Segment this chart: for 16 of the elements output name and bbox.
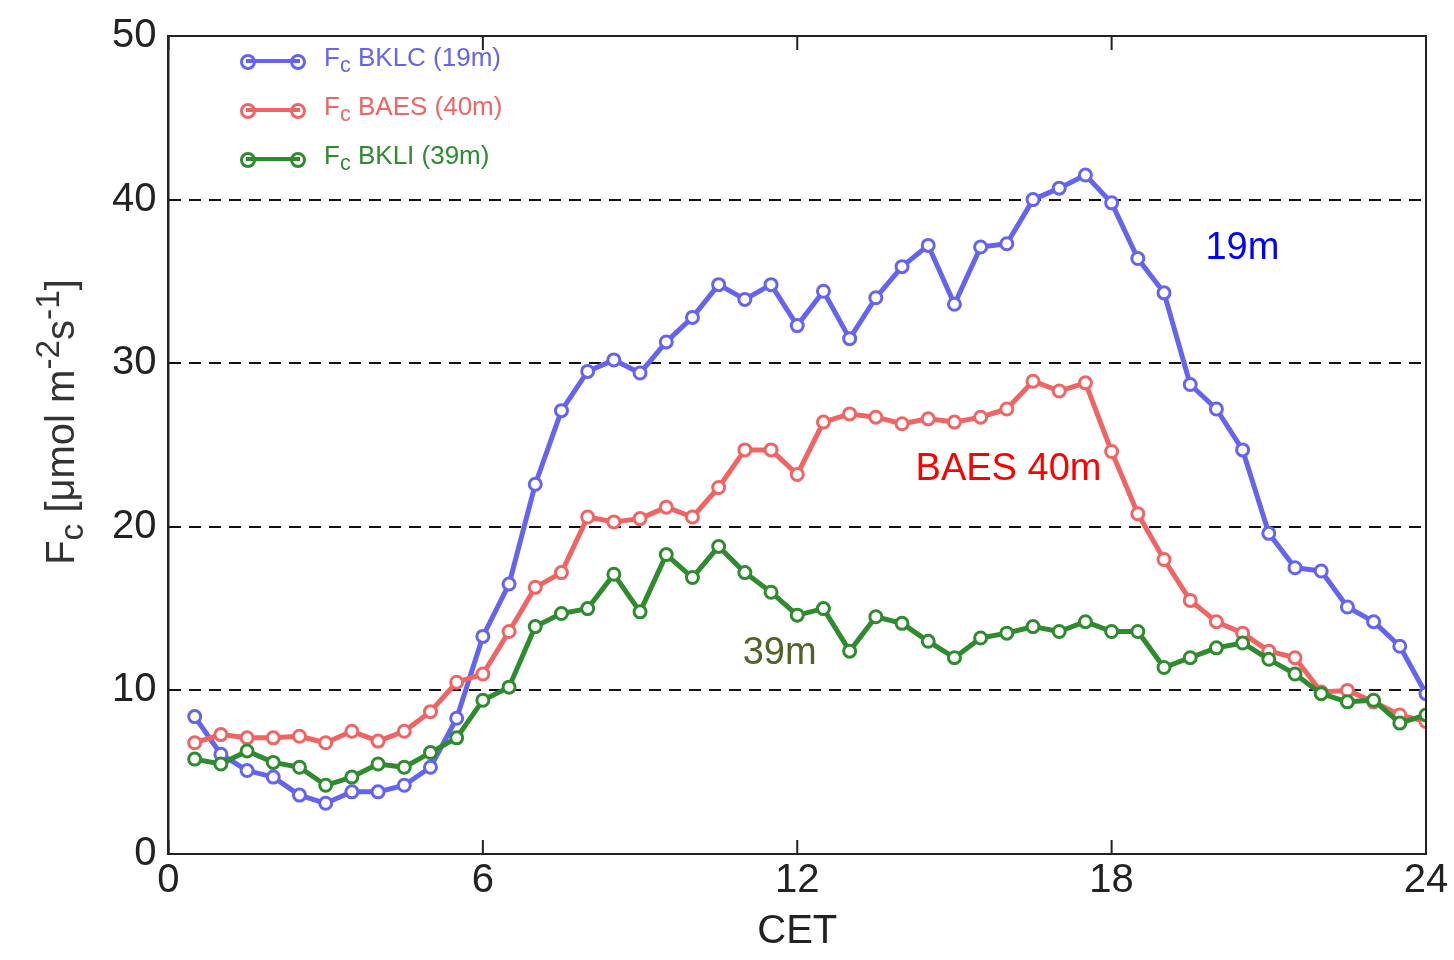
y-tick-label: 40	[111, 174, 157, 219]
y-tick-label: 50	[111, 11, 157, 56]
x-tick-label: 6	[471, 856, 494, 901]
legend-label: F$_{c}$ BKLC (19m)	[324, 42, 501, 79]
x-tick-label: 18	[1089, 856, 1134, 901]
annotation: 19m	[1205, 225, 1280, 268]
x-tick-label: 12	[775, 856, 820, 901]
x-tick-label: 24	[1403, 856, 1449, 901]
legend-label: F$_{c}$ BKLI (39m)	[324, 140, 490, 177]
y-tick-label: 30	[111, 338, 157, 383]
annotation: 39m	[742, 630, 817, 673]
legend-label: F$_{c}$ BAES (40m)	[324, 91, 503, 128]
y-tick-label: 10	[111, 665, 157, 710]
y-tick-label: 20	[111, 501, 157, 546]
x-axis-title: CET	[757, 907, 838, 952]
annotation: BAES 40m	[915, 446, 1102, 489]
